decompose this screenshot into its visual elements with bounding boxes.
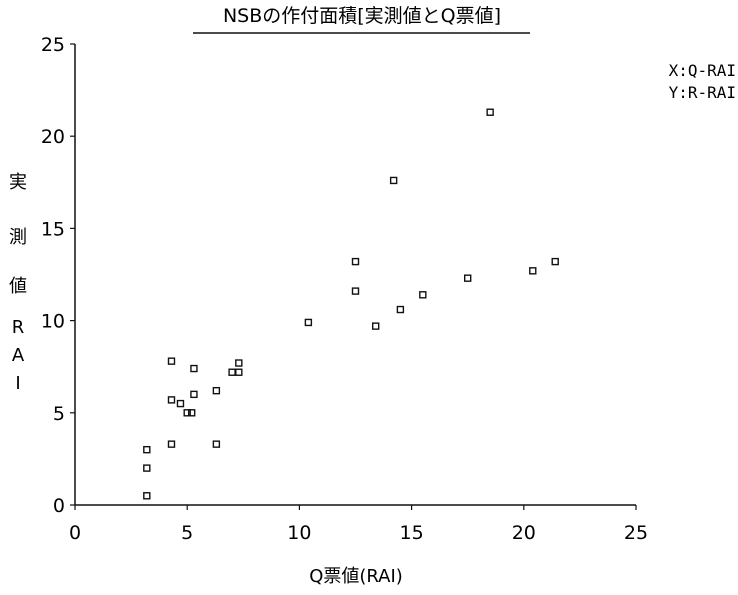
y-axis-label-char: 測 — [9, 227, 27, 248]
data-point — [235, 368, 243, 376]
data-point — [143, 445, 151, 454]
chart-title: NSBの作付面積[実測値とQ票値] — [223, 5, 501, 27]
data-point — [167, 357, 176, 365]
data-point — [183, 409, 191, 417]
data-point — [551, 257, 559, 266]
x-tick-label: 15 — [400, 522, 424, 544]
legend-entry: Y:R-RAI — [669, 83, 736, 102]
data-point — [212, 386, 221, 395]
y-tick-label: 25 — [41, 34, 65, 56]
y-tick-label: 10 — [41, 311, 65, 333]
y-axis-label-char: R — [12, 317, 25, 338]
data-point — [167, 396, 176, 404]
data-point — [389, 176, 398, 185]
data-point — [351, 287, 360, 295]
x-tick-label: 20 — [512, 522, 536, 544]
axes — [74, 44, 636, 506]
y-tick-label: 20 — [41, 126, 65, 148]
data-point — [235, 359, 243, 367]
x-tick-label: 25 — [624, 522, 648, 544]
x-tick-label: 5 — [181, 522, 193, 544]
data-point — [212, 440, 221, 448]
data-point — [529, 267, 537, 275]
legend-entry: X:Q-RAI — [669, 61, 736, 80]
y-axis-label-char: 実 — [9, 172, 27, 193]
x-tick-label: 0 — [69, 522, 81, 544]
y-axis-label-char: 値 — [9, 276, 27, 297]
data-point — [167, 440, 176, 448]
data-point — [396, 305, 405, 314]
y-tick-label: 0 — [53, 495, 65, 517]
data-point — [190, 364, 198, 373]
y-tick-label: 15 — [41, 218, 65, 240]
y-tick-label: 5 — [53, 403, 65, 425]
data-point — [304, 318, 313, 327]
x-axis-label: Q票値(RAI) — [309, 566, 403, 587]
data-point — [143, 464, 151, 472]
data-point — [187, 409, 196, 417]
data-point — [176, 399, 185, 408]
data-point — [351, 257, 360, 266]
data-point — [190, 390, 198, 399]
data-point — [486, 108, 494, 116]
data-point — [464, 274, 472, 282]
data-point — [228, 368, 236, 376]
y-axis-label-char: A — [12, 345, 25, 366]
data-point — [419, 291, 427, 299]
data-point — [143, 492, 151, 500]
data-point — [371, 322, 380, 330]
y-axis-label-char: I — [15, 373, 20, 394]
x-tick-label: 10 — [287, 522, 311, 544]
